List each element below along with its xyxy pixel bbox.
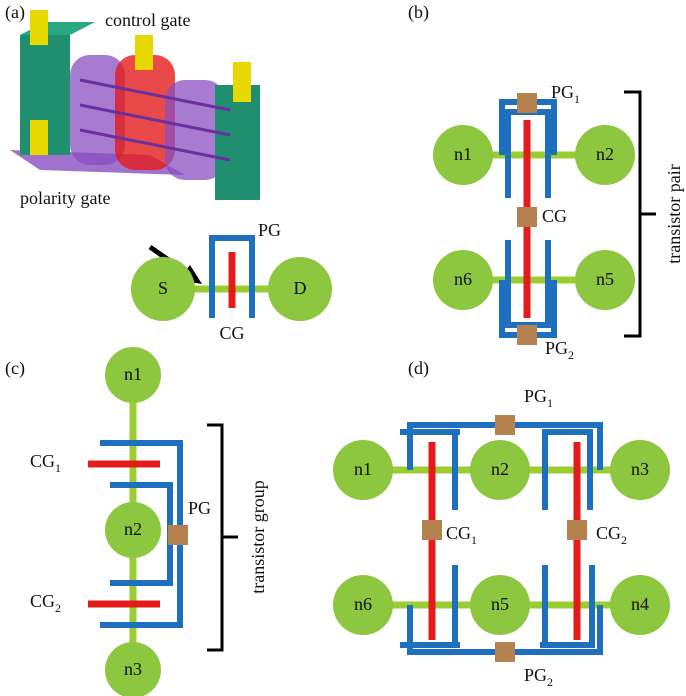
gate-name: CG: [30, 591, 55, 611]
node-label: n3: [124, 659, 142, 679]
node-label: n1: [454, 144, 472, 164]
node-label: n1: [124, 364, 142, 384]
gate-subscript: 1: [55, 461, 61, 475]
panel-label: (a): [5, 2, 25, 23]
node-label: S: [158, 278, 168, 298]
gate-name: PG: [551, 82, 574, 102]
panel-label: (c): [5, 358, 25, 379]
gate-name: CG: [446, 523, 471, 543]
gate-name: PG: [524, 386, 547, 406]
gate-label: CG2: [30, 591, 61, 615]
node-label: n5: [491, 594, 509, 614]
gate-label: PG: [188, 498, 211, 518]
node-label: n3: [631, 459, 649, 479]
node-label: n1: [354, 459, 372, 479]
gate-name: CG: [596, 523, 621, 543]
gate-label: PG2: [545, 338, 574, 362]
node-label: n4: [631, 594, 649, 614]
group-label: transistor group: [248, 480, 268, 593]
panel-label: (d): [408, 358, 429, 379]
gate-subscript: 1: [471, 533, 477, 547]
gate-label: PG: [258, 220, 281, 240]
gate-name: PG: [524, 665, 547, 685]
gate-label: PG1: [551, 82, 580, 106]
node-label: n6: [454, 269, 472, 289]
gate-subscript: 2: [55, 601, 61, 615]
node-label: n5: [596, 269, 614, 289]
device-3d: [10, 10, 260, 200]
node-label: n6: [354, 594, 372, 614]
gate-subscript: 1: [547, 396, 553, 410]
group-label: transistor pair: [664, 164, 684, 263]
gate-label: CG1: [30, 451, 61, 475]
gate-label: CG2: [596, 523, 627, 547]
gate-label: PG2: [524, 665, 553, 689]
gate-label: CG: [542, 206, 567, 226]
gate-label: CG: [219, 323, 244, 343]
node-label: n2: [596, 144, 614, 164]
gate-label: CG1: [446, 523, 477, 547]
node-label: D: [294, 278, 307, 298]
gate-subscript: 2: [547, 675, 553, 689]
node-label: n2: [124, 519, 142, 539]
node-label: n2: [491, 459, 509, 479]
panel-label: (b): [408, 2, 429, 23]
annotation: polarity gate: [20, 188, 110, 208]
annotation: control gate: [105, 10, 190, 30]
gate-name: CG: [30, 451, 55, 471]
gate-name: PG: [545, 338, 568, 358]
gate-subscript: 2: [621, 533, 627, 547]
gate-subscript: 2: [568, 348, 574, 362]
gate-subscript: 1: [574, 92, 580, 106]
gate-label: PG1: [524, 386, 553, 410]
